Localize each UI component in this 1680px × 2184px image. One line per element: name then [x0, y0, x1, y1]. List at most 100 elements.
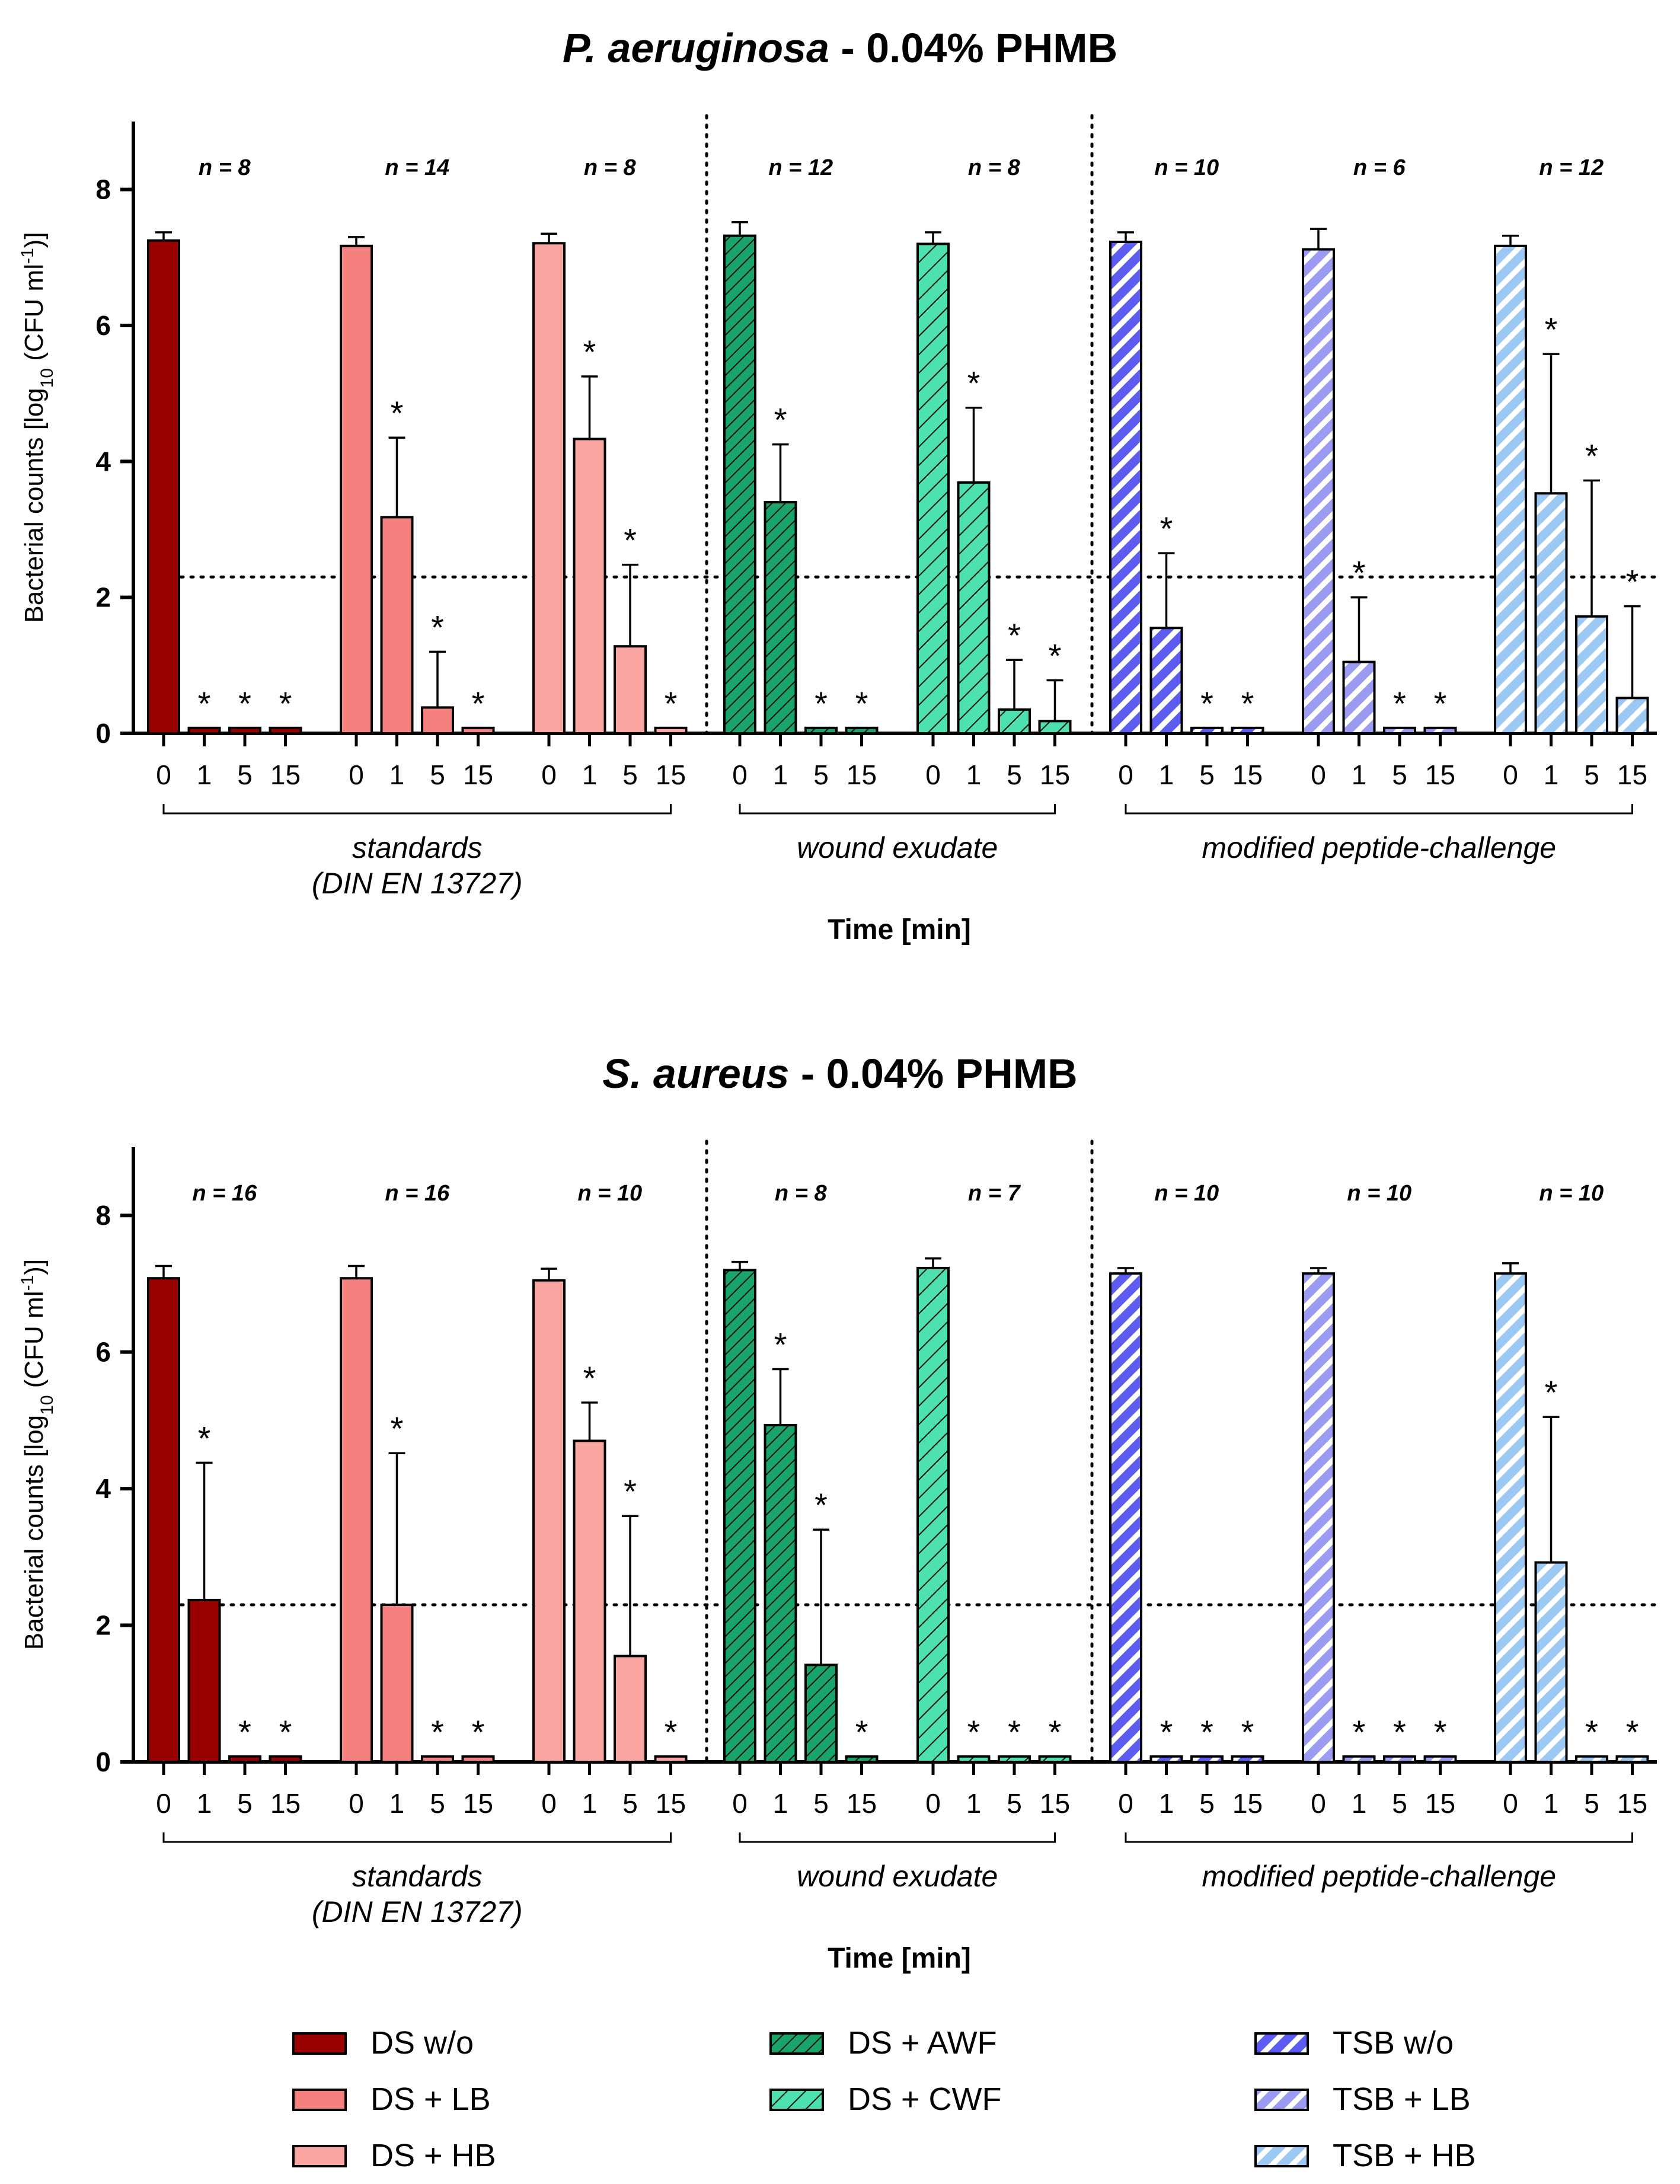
y-tick-label: 4 — [95, 1473, 111, 1504]
n-label: n = 14 — [385, 155, 449, 180]
bar-ds-lb-t5 — [421, 706, 454, 735]
n-label: n = 10 — [1154, 1181, 1219, 1206]
x-tick-label: 5 — [1392, 1788, 1407, 1819]
x-tick-label: 1 — [582, 1788, 598, 1819]
significance-marker: * — [1160, 1713, 1173, 1751]
y-tick-label: 8 — [95, 1200, 111, 1231]
bar-ds-lb-t15 — [461, 1755, 495, 1764]
significance-marker: * — [238, 685, 251, 722]
x-tick-label: 1 — [1352, 1788, 1367, 1819]
x-tick-label: 5 — [430, 759, 445, 790]
significance-marker: * — [1160, 510, 1173, 547]
legend-label: DS + CWF — [848, 2081, 1002, 2117]
x-tick-label: 1 — [1159, 1788, 1174, 1819]
bar-ds-hb-t1 — [573, 1439, 606, 1763]
significance-marker: * — [1200, 685, 1213, 722]
x-tick-label: 1 — [773, 759, 788, 790]
x-tick-label: 5 — [1199, 1788, 1215, 1819]
significance-marker: * — [1353, 554, 1366, 592]
x-tick-label: 1 — [1159, 759, 1174, 790]
bar-tsb-w-o-t1 — [1149, 1755, 1183, 1764]
x-tick-label: 5 — [237, 759, 253, 790]
bar-ds-lb-t5 — [421, 1755, 454, 1764]
legend-swatch — [1254, 2089, 1309, 2111]
significance-marker: * — [774, 401, 787, 439]
n-label: n = 10 — [1154, 155, 1219, 180]
x-tick-label: 5 — [237, 1788, 253, 1819]
significance-marker: * — [1049, 1713, 1062, 1751]
group-label: standards — [352, 1860, 483, 1893]
significance-marker: * — [1545, 1374, 1558, 1411]
bar-tsb-hb-t15 — [1615, 1755, 1649, 1764]
group-label: standards — [352, 831, 483, 864]
bar-ds-hb-t0 — [532, 1279, 566, 1763]
bracket-line — [1125, 1832, 1633, 1843]
bar-tsb-lb-t0 — [1302, 248, 1335, 735]
legend-label: TSB w/o — [1333, 2025, 1454, 2061]
x-tick-label: 15 — [270, 759, 301, 790]
significance-marker: * — [774, 1326, 787, 1363]
legend-swatch — [769, 2089, 824, 2111]
chart-title: S. aureus - 0.04% PHMB — [602, 1051, 1077, 1097]
y-tick-label: 4 — [95, 446, 111, 477]
n-label: n = 12 — [768, 155, 833, 180]
x-tick-label: 0 — [156, 1788, 171, 1819]
x-tick-label: 15 — [1425, 1788, 1455, 1819]
bar-ds-cwf-t0 — [916, 242, 950, 735]
legend-label: DS w/o — [371, 2025, 474, 2061]
bar-ds-awf-t1 — [764, 501, 797, 735]
significance-marker: * — [1434, 685, 1447, 722]
series-ds-lb: n = 16 0 * 1 * 5 * 15 — [340, 1181, 495, 1819]
x-tick-label: 1 — [197, 1788, 212, 1819]
legend-item-tsb-w-o: TSB w/o — [1254, 2025, 1454, 2061]
bar-tsb-hb-t5 — [1575, 1755, 1608, 1764]
x-tick-label: 1 — [389, 759, 405, 790]
x-tick-label: 1 — [1544, 1788, 1559, 1819]
x-tick-label: 15 — [847, 759, 877, 790]
x-tick-label: 1 — [1544, 759, 1559, 790]
x-tick-label: 5 — [622, 1788, 638, 1819]
significance-marker: * — [1545, 311, 1558, 348]
y-axis-label: Bacterial counts [log10 (CFU ml-1)] — [18, 232, 57, 622]
x-tick-label: 0 — [1118, 759, 1133, 790]
bar-ds-hb-t15 — [654, 726, 688, 735]
chart-panel-p-aeruginosa: P. aeruginosa - 0.04% PHMB 0 2 4 6 8 Bacterial… — [18, 25, 1659, 946]
bar-ds-w-o-t15 — [269, 726, 302, 735]
y-tick-label: 0 — [95, 718, 111, 749]
bar-ds-awf-t5 — [804, 1663, 838, 1764]
bar-ds-hb-t1 — [573, 438, 606, 735]
x-tick-label: 1 — [1352, 759, 1367, 790]
series-ds-awf: n = 8 0 * 1 * 5 * 15 — [723, 1181, 879, 1819]
bar-ds-lb-t0 — [340, 244, 373, 735]
significance-marker: * — [1241, 685, 1254, 722]
n-label: n = 8 — [968, 155, 1021, 180]
bar-tsb-lb-t1 — [1342, 660, 1376, 735]
group-label: (DIN EN 13727) — [312, 1895, 523, 1928]
significance-marker: * — [1626, 1713, 1639, 1751]
x-tick-label: 15 — [656, 1788, 686, 1819]
group-bracket: modified peptide-challenge — [1125, 1832, 1633, 1893]
bar-tsb-lb-t5 — [1383, 1755, 1416, 1764]
chart-panel-s-aureus: S. aureus - 0.04% PHMB 0 2 4 6 8 Bacterial cou… — [18, 1051, 1659, 1974]
group-bracket: standards(DIN EN 13727) — [162, 804, 672, 900]
x-tick-label: 0 — [541, 759, 557, 790]
series-ds-lb: n = 14 0 * 1 * 5 * 15 — [340, 155, 495, 790]
legend-swatch — [292, 2089, 347, 2111]
x-tick-label: 5 — [1199, 759, 1215, 790]
x-tick-label: 5 — [1007, 1788, 1022, 1819]
y-tick-label: 2 — [95, 1610, 111, 1641]
legend-item-ds-lb: DS + LB — [292, 2081, 491, 2117]
significance-marker: * — [583, 333, 596, 371]
n-label: n = 7 — [968, 1181, 1021, 1206]
legend-item-ds-cwf: DS + CWF — [769, 2081, 1002, 2117]
bar-ds-cwf-t5 — [998, 1755, 1031, 1764]
bar-ds-w-o-t5 — [228, 726, 261, 735]
x-tick-label: 0 — [349, 759, 364, 790]
significance-marker: * — [391, 1410, 404, 1447]
significance-marker: * — [665, 1713, 678, 1751]
x-tick-label: 15 — [1617, 1788, 1647, 1819]
x-tick-label: 0 — [1311, 759, 1326, 790]
significance-marker: * — [431, 1713, 444, 1751]
x-tick-label: 15 — [1232, 1788, 1263, 1819]
bar-ds-w-o-t0 — [147, 1277, 180, 1763]
